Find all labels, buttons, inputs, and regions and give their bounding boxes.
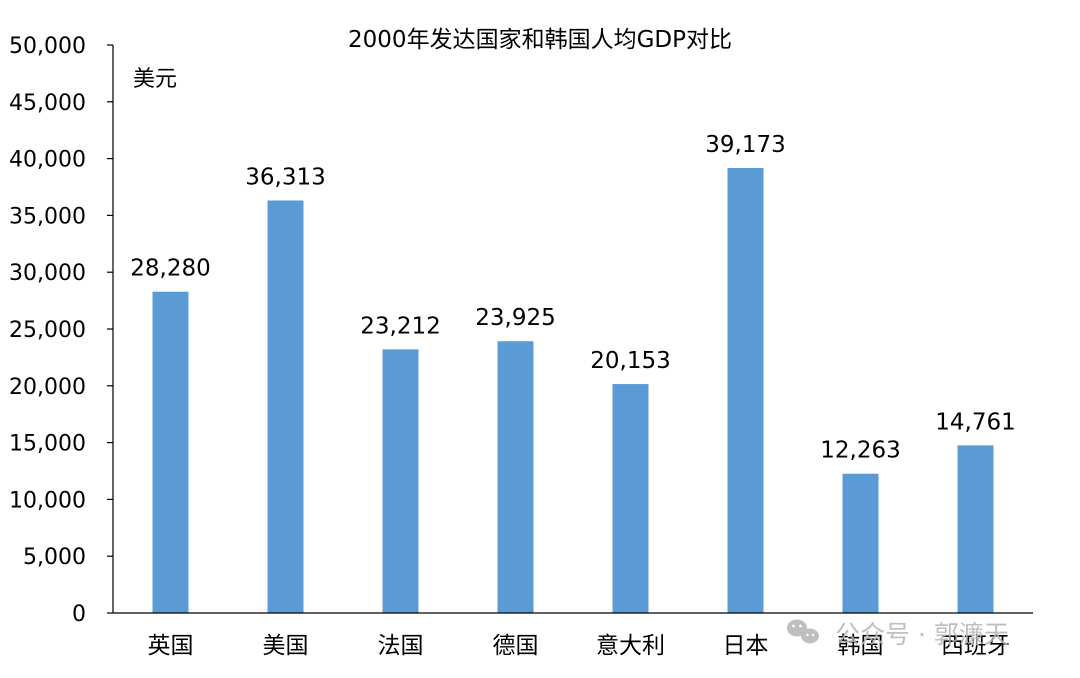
y-tick-label: 30,000 (9, 261, 86, 286)
x-category-label: 韩国 (838, 633, 884, 659)
y-axis-ticks: 0 5,000 10,000 15,000 20,000 25,000 30,000 35,0… (9, 34, 113, 627)
y-tick-label: 35,000 (9, 204, 86, 229)
y-tick-label: 15,000 (9, 432, 86, 457)
bar-2 (267, 200, 304, 613)
x-category-label: 日本 (723, 633, 769, 659)
x-axis-categories: 英国 美国 法国 德国 意大利 日本 韩国 西班牙 (148, 633, 1011, 659)
y-tick-label: 50,000 (9, 34, 86, 59)
x-category-label: 法国 (378, 633, 424, 659)
x-category-label: 德国 (493, 633, 539, 659)
bar-1 (152, 291, 189, 613)
data-label: 20,153 (590, 348, 670, 374)
bar-3 (382, 349, 419, 613)
bar-6 (727, 167, 764, 613)
bar-7 (842, 473, 879, 613)
data-label: 14,761 (935, 409, 1015, 435)
data-label: 12,263 (820, 438, 900, 464)
data-label: 23,925 (475, 305, 555, 331)
watermark: 公众号 · 郭濂天 (787, 619, 1009, 649)
data-label: 36,313 (245, 164, 325, 190)
watermark-text: 公众号 · 郭濂天 (835, 620, 1009, 649)
chart-title: 2000年发达国家和韩国人均GDP对比 (348, 27, 732, 53)
y-tick-label: 45,000 (9, 91, 86, 116)
wechat-icon (787, 619, 819, 644)
x-category-label: 美国 (263, 633, 309, 659)
y-tick-label: 25,000 (9, 318, 86, 343)
y-axis-unit-label: 美元 (133, 67, 177, 92)
y-tick-label: 10,000 (9, 488, 86, 513)
x-category-label: 西班牙 (941, 633, 1010, 659)
bar-5 (612, 384, 649, 613)
x-category-label: 英国 (148, 633, 194, 659)
data-label: 28,280 (130, 256, 210, 282)
y-tick-label: 20,000 (9, 375, 86, 400)
bars (152, 167, 994, 613)
y-tick-label: 0 (72, 602, 86, 627)
data-label: 23,212 (360, 313, 440, 339)
data-label: 39,173 (705, 132, 785, 158)
x-category-label: 意大利 (596, 633, 665, 659)
bar-8 (957, 445, 994, 613)
y-tick-label: 40,000 (9, 148, 86, 173)
bar-4 (497, 341, 534, 613)
data-labels: 28,280 36,313 23,212 23,925 20,153 39,173 12,2… (130, 132, 1015, 464)
y-tick-label: 5,000 (23, 545, 86, 570)
